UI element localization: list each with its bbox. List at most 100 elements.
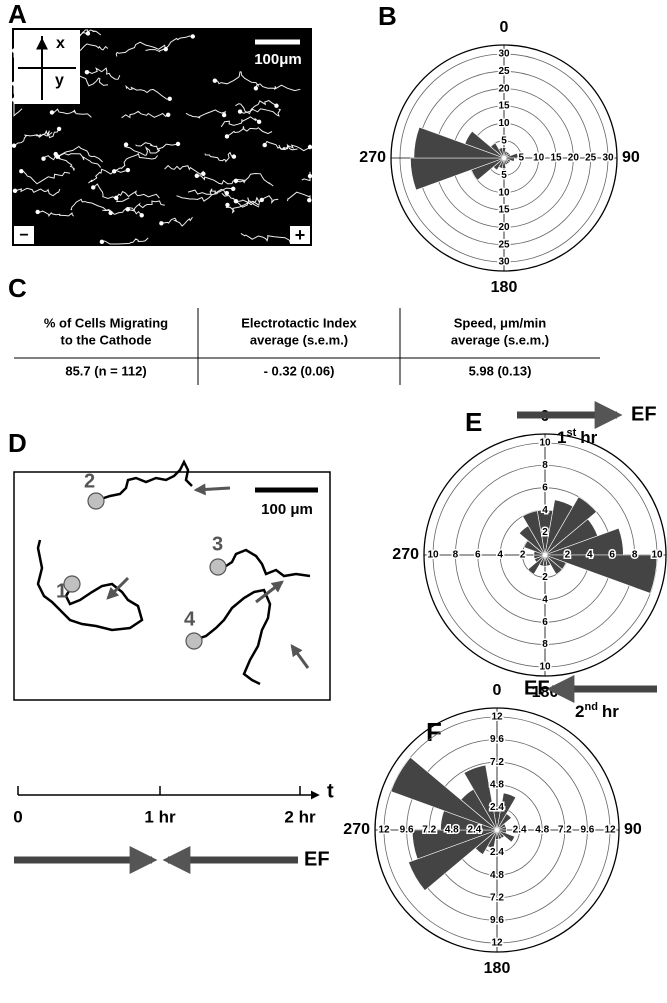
cell <box>84 70 90 75</box>
ring-label: 30 <box>602 153 614 164</box>
track <box>135 142 179 150</box>
period-unit: hr <box>580 428 597 447</box>
ring-label: 5 <box>501 135 507 146</box>
cell <box>99 239 105 245</box>
track <box>43 155 75 171</box>
table-cell: 5.98 (0.13) <box>469 363 532 378</box>
cell <box>19 168 24 174</box>
scale-label: 100μm <box>254 51 302 68</box>
sector <box>544 554 563 575</box>
ring-label: 10 <box>427 550 439 561</box>
panel-label: D <box>8 428 27 458</box>
table-cell: - 0.32 (0.06) <box>264 363 335 378</box>
ring-label: 4.8 <box>490 870 504 881</box>
cell <box>201 171 206 177</box>
electrode-label: − <box>19 227 28 244</box>
ring-label: 9.6 <box>490 734 504 745</box>
ring-label: 2.4 <box>490 802 504 813</box>
ring-label: 10 <box>539 438 551 449</box>
cell <box>114 195 119 201</box>
track <box>164 164 204 175</box>
ring-label: 9.6 <box>490 915 504 926</box>
cell <box>274 103 279 108</box>
cell <box>262 142 267 148</box>
cell <box>190 34 195 39</box>
ring-label: 15 <box>498 101 510 112</box>
track <box>14 187 61 197</box>
angle-label: 270 <box>392 546 419 563</box>
panel-label: C <box>8 273 27 303</box>
ring-label: 8 <box>453 550 459 561</box>
arrow <box>255 580 284 604</box>
track <box>70 198 112 214</box>
cell <box>159 221 164 226</box>
sector <box>411 829 498 860</box>
cell <box>55 154 61 159</box>
time-axis-label: t <box>327 780 334 802</box>
track <box>50 108 92 118</box>
sector <box>463 764 498 831</box>
track <box>161 216 193 227</box>
ring-label: 5 <box>501 170 507 181</box>
angle-label: 90 <box>622 149 640 166</box>
track <box>35 128 60 139</box>
cell <box>175 141 181 147</box>
time-tick-label: 2 hr <box>284 807 316 826</box>
sector <box>496 813 512 831</box>
ring-label: 2 <box>565 550 571 561</box>
track <box>102 206 143 216</box>
sector <box>498 147 505 159</box>
track <box>185 109 227 119</box>
ring-label: 30 <box>498 49 510 60</box>
track <box>121 110 169 119</box>
period-number: 2 <box>575 702 584 721</box>
track <box>225 197 260 214</box>
electrode-box <box>14 226 34 244</box>
track <box>264 140 298 151</box>
track <box>217 548 311 578</box>
ring-label: 10 <box>498 118 510 129</box>
track <box>226 126 273 137</box>
cell <box>35 209 40 215</box>
arrow <box>106 576 130 600</box>
axis-label: x <box>56 35 65 52</box>
ring-label: 6 <box>475 550 481 561</box>
ring-label: 7.2 <box>490 892 504 903</box>
cell-number: 3 <box>212 533 223 555</box>
ring-label: 7.2 <box>422 825 436 836</box>
cell <box>225 202 230 208</box>
arrow <box>193 483 231 496</box>
period-label: 1st hr <box>557 427 598 448</box>
cell <box>87 492 105 510</box>
ring-label: 6 <box>542 482 548 493</box>
track <box>92 183 130 203</box>
cell <box>233 198 239 204</box>
sector <box>496 792 517 831</box>
cell <box>112 169 117 174</box>
ring-label: 2.4 <box>467 825 481 836</box>
cell <box>256 119 262 125</box>
sector <box>522 510 546 556</box>
track <box>101 237 149 245</box>
ring-label: 8 <box>542 460 548 471</box>
sector <box>390 756 498 831</box>
angle-label: 90 <box>624 821 642 838</box>
cell-markers <box>63 492 227 650</box>
table-header: Electrotactic Index <box>241 315 357 330</box>
table-cell: 85.7 (n = 112) <box>65 363 146 378</box>
cell <box>12 188 18 194</box>
ring-label: 8 <box>542 639 548 650</box>
cell <box>125 167 131 173</box>
sector <box>527 554 546 575</box>
sector <box>544 496 597 556</box>
angle-label: 0 <box>493 682 502 699</box>
track <box>214 71 260 87</box>
cell-numbers: 1 2 3 4 <box>56 470 223 630</box>
table-header: to the Cathode <box>61 332 152 347</box>
ring-label: 25 <box>585 153 597 164</box>
cell <box>221 112 227 118</box>
ring-label: 5 <box>519 153 525 164</box>
cell <box>224 190 230 196</box>
panel-label: B <box>378 1 397 31</box>
